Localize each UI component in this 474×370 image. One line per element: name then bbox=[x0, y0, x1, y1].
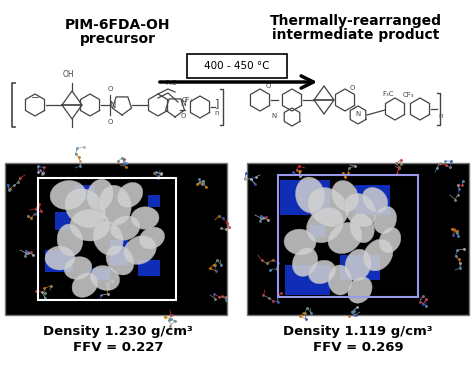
Ellipse shape bbox=[292, 248, 318, 276]
Text: O: O bbox=[265, 83, 271, 89]
Ellipse shape bbox=[362, 187, 388, 213]
Text: F₃C: F₃C bbox=[165, 80, 177, 86]
Text: O: O bbox=[107, 119, 113, 125]
Text: CF₃: CF₃ bbox=[182, 97, 193, 103]
Ellipse shape bbox=[363, 239, 393, 271]
Text: F₃C: F₃C bbox=[382, 91, 394, 97]
Ellipse shape bbox=[379, 228, 401, 253]
Ellipse shape bbox=[45, 246, 75, 270]
Bar bbox=[355, 185, 390, 215]
Ellipse shape bbox=[350, 213, 374, 243]
Ellipse shape bbox=[70, 209, 110, 241]
Ellipse shape bbox=[284, 229, 316, 255]
Ellipse shape bbox=[110, 216, 140, 240]
Text: 400 - 450 °C: 400 - 450 °C bbox=[204, 61, 270, 71]
Ellipse shape bbox=[139, 227, 164, 249]
Text: Density 1.230 g/cm³: Density 1.230 g/cm³ bbox=[43, 325, 193, 338]
Text: O: O bbox=[180, 113, 186, 119]
Text: n: n bbox=[214, 110, 219, 116]
Text: n: n bbox=[438, 113, 443, 119]
Ellipse shape bbox=[308, 188, 348, 226]
Ellipse shape bbox=[348, 277, 372, 303]
Text: N: N bbox=[109, 101, 115, 111]
Text: Thermally-rearranged: Thermally-rearranged bbox=[270, 14, 442, 28]
Bar bbox=[278, 175, 418, 297]
Ellipse shape bbox=[64, 257, 92, 279]
Text: FFV = 0.269: FFV = 0.269 bbox=[313, 341, 403, 354]
Ellipse shape bbox=[50, 181, 86, 209]
Ellipse shape bbox=[374, 206, 397, 234]
Bar bbox=[5, 163, 227, 315]
Ellipse shape bbox=[344, 193, 376, 227]
Ellipse shape bbox=[307, 207, 344, 243]
Text: PIM-6FDA-OH: PIM-6FDA-OH bbox=[65, 18, 171, 32]
Ellipse shape bbox=[99, 185, 131, 225]
Text: N: N bbox=[272, 113, 277, 119]
Ellipse shape bbox=[65, 188, 105, 228]
Text: ]: ] bbox=[215, 98, 219, 108]
Ellipse shape bbox=[332, 181, 358, 212]
Text: OH: OH bbox=[62, 70, 74, 79]
Text: FFV = 0.227: FFV = 0.227 bbox=[73, 341, 163, 354]
Bar bbox=[38, 178, 176, 300]
Ellipse shape bbox=[328, 265, 352, 295]
Ellipse shape bbox=[93, 221, 123, 255]
Bar bbox=[55, 212, 70, 230]
Ellipse shape bbox=[106, 245, 134, 275]
Text: precursor: precursor bbox=[80, 32, 156, 46]
Bar bbox=[75, 185, 95, 200]
Ellipse shape bbox=[345, 249, 371, 281]
Text: CF₃: CF₃ bbox=[403, 92, 414, 98]
Ellipse shape bbox=[328, 222, 362, 253]
Bar bbox=[285, 265, 330, 295]
Text: N: N bbox=[356, 111, 361, 117]
Bar bbox=[110, 240, 128, 265]
Ellipse shape bbox=[72, 273, 98, 297]
Ellipse shape bbox=[91, 266, 119, 290]
Ellipse shape bbox=[57, 224, 83, 256]
Bar bbox=[45, 250, 73, 272]
Ellipse shape bbox=[117, 182, 143, 208]
Text: O: O bbox=[107, 86, 113, 92]
Bar bbox=[90, 268, 110, 280]
Ellipse shape bbox=[309, 260, 336, 284]
Ellipse shape bbox=[295, 177, 325, 213]
Bar bbox=[247, 163, 469, 315]
Ellipse shape bbox=[124, 236, 156, 265]
Text: O: O bbox=[349, 85, 355, 91]
Ellipse shape bbox=[131, 207, 159, 229]
Bar bbox=[280, 180, 330, 215]
Bar bbox=[138, 260, 160, 276]
Text: Density 1.119 g/cm³: Density 1.119 g/cm³ bbox=[283, 325, 433, 338]
Bar bbox=[310, 225, 325, 237]
Ellipse shape bbox=[87, 179, 113, 211]
Bar bbox=[148, 195, 160, 207]
Text: intermediate product: intermediate product bbox=[272, 28, 440, 42]
Text: N: N bbox=[180, 98, 186, 108]
Bar bbox=[340, 255, 380, 280]
FancyBboxPatch shape bbox=[187, 54, 287, 78]
